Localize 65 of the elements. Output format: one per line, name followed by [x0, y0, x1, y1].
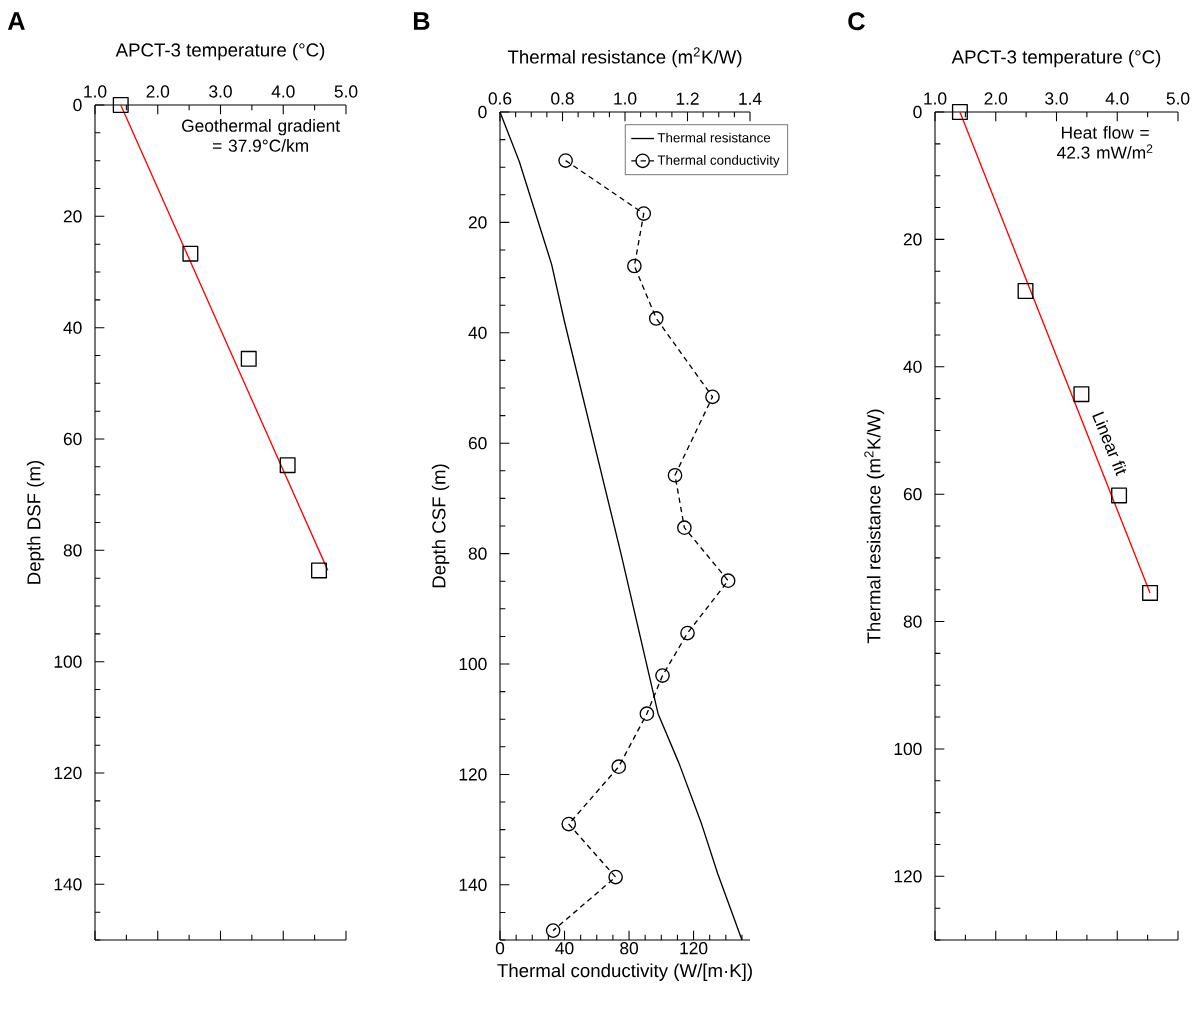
point — [240, 350, 257, 367]
x-tick-label: 4.0 — [1105, 92, 1129, 105]
x-tick-label: 2.0 — [984, 92, 1008, 105]
y-tick-label: 100 — [459, 657, 487, 671]
y-axis-title: Depth DSF (m) — [26, 460, 45, 584]
annotation: Heat flow = 42.3 mW/m$^{2}$ — [1057, 126, 1153, 159]
legend-label: Thermal resistance — [657, 132, 771, 143]
chart-title: A — [7, 12, 25, 30]
x-tick-label: 4.0 — [271, 85, 295, 98]
y-tick-label: 20 — [63, 210, 82, 223]
chart-title: C — [848, 12, 865, 31]
y-tick-label: 80 — [468, 547, 487, 560]
x-tick-label: 3.0 — [1045, 92, 1068, 105]
y-tick-label: 80 — [903, 615, 922, 628]
x-axis-title: APCT-3 temperature (°C) — [115, 42, 325, 61]
y-tick-label: 40 — [63, 321, 82, 334]
y-tick-label: 20 — [468, 216, 487, 229]
point — [112, 97, 129, 114]
y-tick-label: 0 — [478, 105, 487, 119]
x-axis-title: Thermal conductivity (W/[m·K]) — [497, 963, 752, 981]
y-tick-label: 140 — [54, 878, 82, 891]
y-tick-label: 0 — [913, 105, 922, 119]
x-tick-label: 40 — [555, 942, 574, 955]
point — [1073, 386, 1090, 403]
x2-axis-title: Thermal resistance (m$^{2}$K/W) — [507, 47, 742, 68]
x-tick-label: 80 — [620, 942, 638, 955]
point — [311, 562, 328, 579]
x-tick-label: 1.0 — [924, 92, 947, 105]
x-tick-label: 5.0 — [334, 85, 358, 98]
x-tick-label: 3.0 — [209, 85, 232, 98]
y-tick-label: 60 — [468, 437, 487, 450]
point — [1142, 584, 1159, 601]
y-tick-label: 80 — [63, 544, 82, 557]
annotation: Linear fit — [1092, 411, 1127, 477]
y-axis-title: Depth CSF (m) — [431, 464, 450, 588]
x-tick-label: 0 — [495, 942, 505, 955]
annotation: Geothermal gradient = 37.9°C/km — [182, 119, 340, 152]
x-tick-label: 2.0 — [146, 85, 170, 98]
x2-tick-label: 0.8 — [551, 92, 574, 105]
y-tick-label: 120 — [54, 766, 82, 780]
x2-tick-label: 0.6 — [488, 92, 512, 105]
point — [1111, 487, 1128, 504]
y-axis-title: Thermal resistance (m$^{2}$K/W) — [864, 409, 885, 644]
point — [279, 457, 296, 474]
y-tick-label: 60 — [903, 488, 922, 501]
x2-tick-label: 1.4 — [739, 92, 762, 105]
chart-title: B — [413, 12, 430, 30]
y-tick-label: 60 — [63, 432, 82, 446]
y-tick-label: 100 — [894, 742, 922, 756]
y-tick-label: 120 — [459, 768, 487, 781]
point — [182, 245, 199, 262]
y-tick-label: 100 — [54, 655, 82, 668]
y-tick-label: 40 — [903, 360, 922, 373]
legend-label: Thermal conductivity — [657, 155, 780, 168]
y-tick-label: 20 — [903, 233, 922, 246]
point — [951, 104, 968, 121]
x-axis-title: APCT-3 temperature (°C) — [951, 49, 1161, 68]
point — [1017, 282, 1034, 299]
y-tick-label: 140 — [459, 878, 487, 891]
x-tick-label: 5.0 — [1166, 92, 1190, 105]
x-tick-label: 120 — [680, 942, 708, 955]
x2-tick-label: 1.2 — [676, 92, 699, 105]
x-tick-label: 1.0 — [84, 85, 107, 98]
y-tick-label: 120 — [894, 870, 922, 883]
y-tick-label: 40 — [468, 326, 487, 339]
